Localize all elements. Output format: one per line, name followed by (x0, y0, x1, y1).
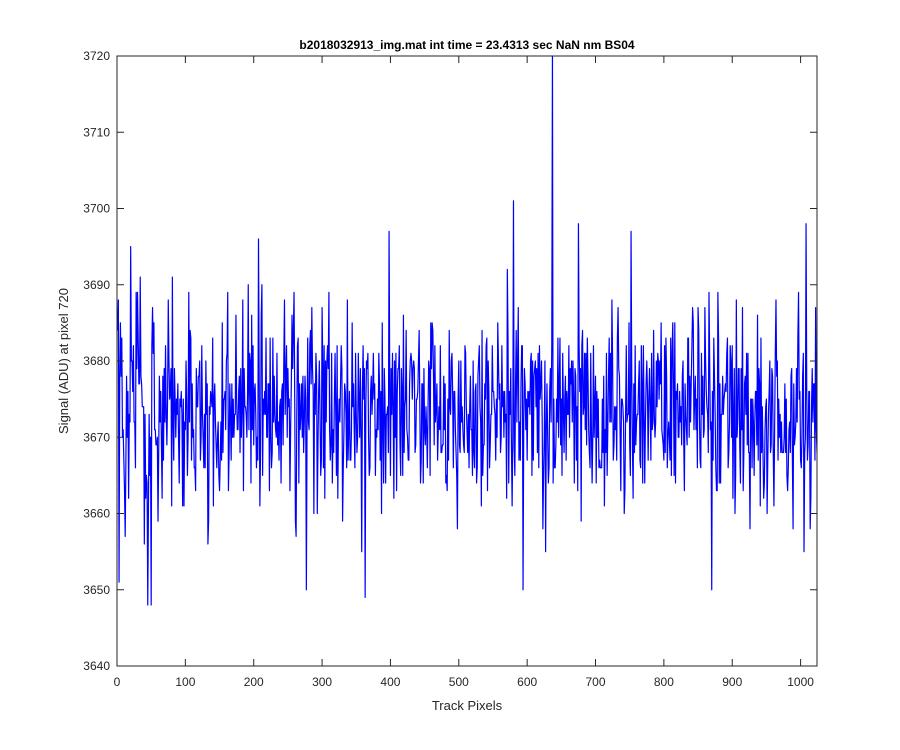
y-tick-label: 3700 (83, 202, 110, 216)
chart-title: b2018032913_img.mat int time = 23.4313 s… (299, 38, 635, 52)
series-line (117, 56, 817, 606)
y-tick-label: 3670 (83, 430, 110, 444)
x-tick-label: 100 (175, 675, 195, 689)
x-tick-label: 0 (114, 675, 121, 689)
x-tick-label: 600 (517, 675, 537, 689)
x-tick-label: 700 (586, 675, 606, 689)
series-layer (117, 56, 817, 606)
x-tick-label: 200 (244, 675, 264, 689)
y-tick-label: 3650 (83, 583, 110, 597)
x-tick-label: 500 (449, 675, 469, 689)
y-tick-label: 3710 (83, 125, 110, 139)
x-tick-label: 400 (380, 675, 400, 689)
x-tick-label: 800 (654, 675, 674, 689)
plot-area (117, 56, 817, 666)
x-ticks: 0 100 200 300 400 500 600 700 800 900 1000 (114, 56, 814, 689)
x-tick-label: 1000 (787, 675, 814, 689)
y-tick-label: 3640 (83, 659, 110, 673)
x-tick-label: 900 (722, 675, 742, 689)
y-ticks: 3640 3650 3660 3670 3680 3690 3700 3710 3720 (83, 49, 817, 673)
y-tick-label: 3720 (83, 49, 110, 63)
x-tick-label: 300 (312, 675, 332, 689)
y-tick-label: 3680 (83, 354, 110, 368)
y-axis-label: Signal (ADU) at pixel 720 (56, 288, 71, 434)
y-tick-label: 3660 (83, 507, 110, 521)
y-tick-label: 3690 (83, 278, 110, 292)
x-axis-label: Track Pixels (432, 698, 503, 713)
